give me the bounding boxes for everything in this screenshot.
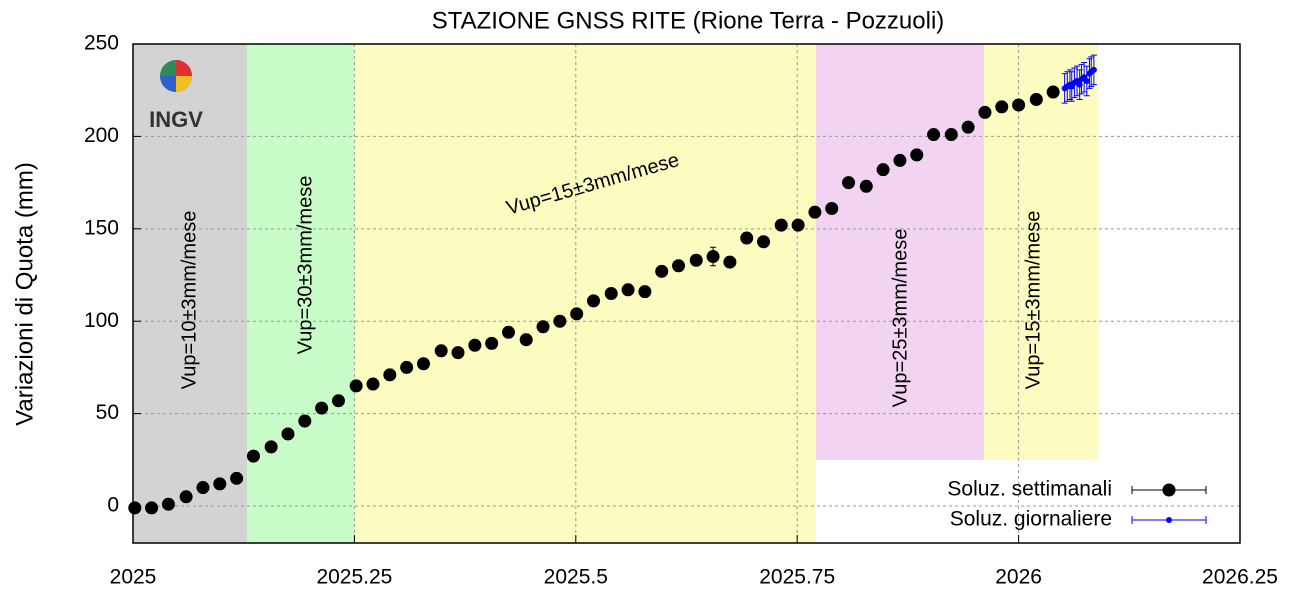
data-point xyxy=(1046,85,1060,99)
x-tick-label: 2026.25 xyxy=(1202,566,1278,589)
data-point xyxy=(774,218,788,232)
data-point xyxy=(519,333,533,347)
data-point xyxy=(876,163,890,177)
data-point xyxy=(383,368,397,382)
data-point xyxy=(434,344,448,358)
data-point xyxy=(621,283,635,297)
data-point xyxy=(978,105,992,119)
data-point xyxy=(944,128,958,142)
data-point xyxy=(264,440,278,454)
data-point xyxy=(995,100,1009,114)
annotation: Vup=25±3mm/mese xyxy=(889,229,911,408)
data-point xyxy=(1029,92,1043,106)
data-point xyxy=(400,360,414,374)
data-point xyxy=(961,120,975,134)
data-point xyxy=(757,235,771,249)
x-tick-label: 2025.5 xyxy=(544,566,608,589)
x-tick-label: 2025 xyxy=(110,566,157,589)
annotation: Vup=30±3mm/mese xyxy=(294,176,316,355)
data-point xyxy=(638,285,652,299)
plot-frame xyxy=(132,43,1241,544)
logo-globe xyxy=(176,60,192,76)
data-point xyxy=(927,128,941,142)
y-tick-label: 150 xyxy=(84,216,119,239)
data-point xyxy=(672,259,686,273)
data-point xyxy=(723,255,737,269)
data-point xyxy=(281,427,295,441)
shaded-band xyxy=(247,44,355,543)
chart-title: STAZIONE GNSS RITE (Rione Terra - Pozzuo… xyxy=(432,7,945,34)
x-tick-label: 2025.75 xyxy=(759,566,835,589)
data-point xyxy=(1083,77,1090,84)
legend-marker xyxy=(1166,517,1172,523)
y-tick-label: 250 xyxy=(84,32,119,55)
data-point xyxy=(145,501,159,515)
data-point xyxy=(553,314,567,328)
data-point xyxy=(451,346,465,360)
data-point xyxy=(1090,66,1097,73)
data-point xyxy=(331,394,345,408)
data-point xyxy=(161,497,175,511)
data-point xyxy=(859,179,873,193)
data-point xyxy=(298,414,312,428)
data-point xyxy=(1012,98,1026,112)
data-point xyxy=(468,338,482,352)
logo-globe xyxy=(160,76,176,92)
legend-label: Soluz. giornaliere xyxy=(950,508,1112,531)
shaded-band xyxy=(815,44,985,460)
data-point xyxy=(246,449,260,463)
data-point xyxy=(825,201,839,215)
data-point xyxy=(536,320,550,334)
legend-label: Soluz. settimanali xyxy=(947,478,1112,501)
data-point xyxy=(230,471,244,485)
shaded-band xyxy=(984,44,1099,460)
y-tick-label: 50 xyxy=(96,401,119,424)
logo: INGV xyxy=(149,60,203,132)
data-point xyxy=(587,294,601,308)
data-point xyxy=(349,379,363,393)
data-point xyxy=(842,176,856,190)
data-point xyxy=(893,153,907,167)
data-point xyxy=(655,264,669,278)
data-point xyxy=(910,148,924,162)
data-point xyxy=(740,231,754,245)
shaded-band xyxy=(133,44,248,543)
logo-text: INGV xyxy=(149,107,203,132)
annotation: Vup=10±3mm/mese xyxy=(178,211,200,390)
data-point xyxy=(416,357,430,371)
legend-marker xyxy=(1162,483,1176,497)
y-tick-label: 200 xyxy=(84,124,119,147)
data-point xyxy=(808,205,822,219)
shaded-band xyxy=(354,44,816,543)
data-point xyxy=(706,250,720,264)
data-point xyxy=(196,481,210,495)
y-axis-label: Variazioni di Quota (mm) xyxy=(11,162,38,426)
data-point xyxy=(128,501,142,515)
x-tick-label: 2025.25 xyxy=(316,566,392,589)
data-point xyxy=(366,377,380,391)
logo-globe xyxy=(176,76,192,92)
data-point xyxy=(485,336,499,350)
data-point xyxy=(570,307,584,321)
data-point xyxy=(213,477,227,491)
annotation: Vup=15±3mm/mese xyxy=(1022,211,1044,390)
y-tick-label: 0 xyxy=(107,494,119,517)
data-point xyxy=(604,287,618,300)
data-point xyxy=(179,490,193,504)
x-tick-label: 2026 xyxy=(995,566,1042,589)
data-point xyxy=(501,325,515,339)
data-point xyxy=(791,218,805,232)
y-tick-label: 100 xyxy=(84,309,119,332)
data-point xyxy=(315,401,329,415)
data-point xyxy=(689,253,703,267)
